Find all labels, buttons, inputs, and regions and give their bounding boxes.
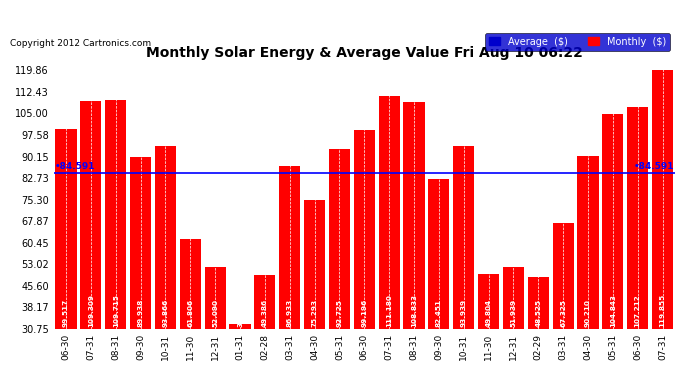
Legend: Average  ($), Monthly  ($): Average ($), Monthly ($): [485, 33, 670, 51]
Text: 93.866: 93.866: [162, 298, 168, 327]
Text: 99.517: 99.517: [63, 298, 69, 327]
Bar: [354, 130, 375, 329]
Bar: [627, 107, 649, 329]
Bar: [478, 274, 499, 329]
Text: Copyright 2012 Cartronics.com: Copyright 2012 Cartronics.com: [10, 39, 152, 48]
Bar: [105, 100, 126, 329]
Text: 108.833: 108.833: [411, 294, 417, 327]
Text: 92.725: 92.725: [337, 298, 342, 327]
Text: 93.939: 93.939: [461, 298, 466, 327]
Text: 49.804: 49.804: [486, 298, 491, 327]
Bar: [205, 267, 226, 329]
Text: 32.493: 32.493: [237, 299, 243, 327]
Bar: [304, 200, 325, 329]
Bar: [279, 166, 300, 329]
Bar: [255, 275, 275, 329]
Text: 75.293: 75.293: [312, 298, 317, 327]
Text: 104.843: 104.843: [610, 294, 616, 327]
Bar: [578, 156, 598, 329]
Text: 67.325: 67.325: [560, 298, 566, 327]
Bar: [130, 157, 151, 329]
Text: 61.806: 61.806: [187, 298, 193, 327]
Text: 109.309: 109.309: [88, 294, 94, 327]
Text: •84.591: •84.591: [55, 162, 95, 171]
Text: 52.090: 52.090: [212, 298, 218, 327]
Bar: [503, 267, 524, 329]
Bar: [602, 114, 624, 329]
Text: 89.938: 89.938: [137, 298, 144, 327]
Bar: [404, 102, 424, 329]
Text: 109.715: 109.715: [112, 294, 119, 327]
Text: 82.451: 82.451: [436, 298, 442, 327]
Title: Monthly Solar Energy & Average Value Fri Aug 10 06:22: Monthly Solar Energy & Average Value Fri…: [146, 46, 583, 60]
Text: •84.591: •84.591: [633, 162, 673, 171]
Bar: [180, 239, 201, 329]
Bar: [230, 324, 250, 329]
Bar: [428, 179, 449, 329]
Text: 107.212: 107.212: [635, 294, 641, 327]
Text: 90.210: 90.210: [585, 299, 591, 327]
Text: 119.855: 119.855: [660, 293, 666, 327]
Bar: [379, 96, 400, 329]
Bar: [55, 129, 77, 329]
Bar: [329, 149, 350, 329]
Text: 99.196: 99.196: [362, 298, 367, 327]
Bar: [453, 146, 474, 329]
Bar: [553, 223, 573, 329]
Bar: [652, 70, 673, 329]
Text: 49.386: 49.386: [262, 298, 268, 327]
Text: 86.933: 86.933: [287, 298, 293, 327]
Bar: [528, 278, 549, 329]
Text: 48.525: 48.525: [535, 298, 541, 327]
Text: 51.939: 51.939: [511, 298, 516, 327]
Bar: [80, 101, 101, 329]
Bar: [155, 146, 176, 329]
Text: 111.180: 111.180: [386, 294, 392, 327]
